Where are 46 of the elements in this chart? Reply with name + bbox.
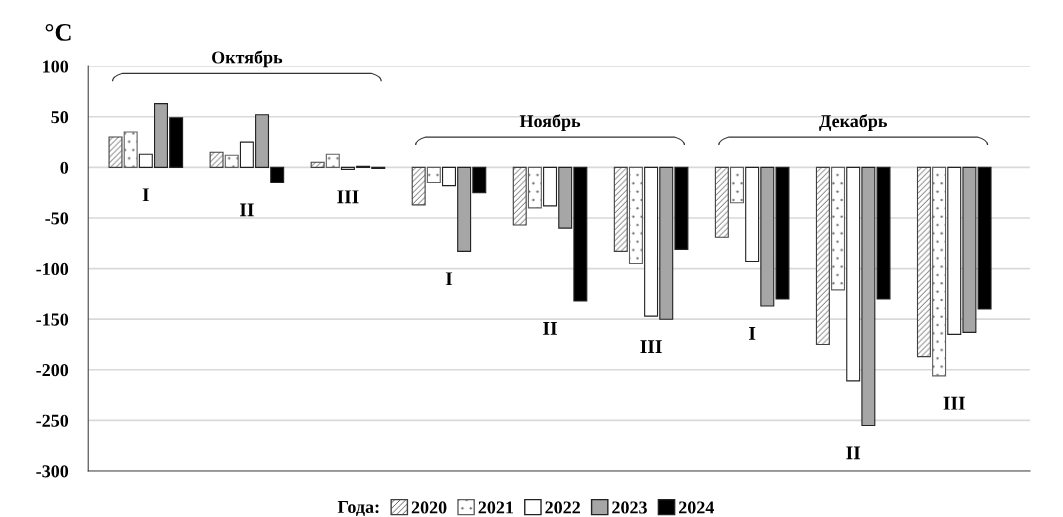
bar bbox=[613, 166, 628, 252]
bar bbox=[123, 131, 138, 168]
y-tick-label: -250 bbox=[36, 414, 69, 427]
y-tick-label: 100 bbox=[43, 60, 69, 73]
y-tick-label: -100 bbox=[36, 262, 69, 276]
x-tick-label: I bbox=[142, 188, 149, 202]
legend-label: 2021 bbox=[478, 501, 514, 514]
y-tick-label: -150 bbox=[36, 313, 69, 326]
legend-title: Года: bbox=[337, 501, 379, 516]
bar bbox=[310, 161, 325, 168]
y-tick-label: 50 bbox=[51, 111, 69, 124]
bar bbox=[325, 153, 340, 168]
bar bbox=[815, 166, 830, 346]
bar bbox=[426, 166, 441, 184]
legend-label: 2024 bbox=[679, 501, 715, 514]
annotation: Ноябрь bbox=[519, 114, 581, 131]
y-tick-label: -200 bbox=[36, 364, 69, 377]
bar bbox=[628, 166, 643, 265]
x-tick-label: II bbox=[846, 446, 861, 460]
y-tick-label: -300 bbox=[36, 465, 69, 478]
bar bbox=[916, 166, 931, 358]
legend-label: 2020 bbox=[411, 501, 447, 514]
x-tick-label: II bbox=[543, 321, 557, 335]
x-tick-label: I bbox=[445, 272, 453, 286]
x-tick-label: I bbox=[749, 327, 756, 340]
x-tick-label: III bbox=[337, 190, 359, 204]
y-tick-label: 0 bbox=[60, 161, 69, 174]
x-tick-label: III bbox=[943, 396, 965, 410]
x-tick-label: II bbox=[239, 203, 254, 217]
bar bbox=[209, 151, 224, 168]
x-tick-label: III bbox=[640, 340, 662, 353]
annotation: Октябрь bbox=[212, 50, 283, 68]
legend-label: 2022 bbox=[545, 501, 580, 514]
bar bbox=[411, 166, 426, 206]
bar bbox=[932, 166, 947, 377]
bar bbox=[831, 166, 846, 291]
bar bbox=[512, 166, 527, 226]
bar bbox=[108, 136, 123, 168]
y-axis-title: °C bbox=[45, 23, 71, 41]
bar bbox=[729, 166, 744, 204]
bar bbox=[224, 154, 239, 168]
y-tick-label: -50 bbox=[45, 212, 69, 225]
bar bbox=[527, 166, 542, 209]
legend-label: 2023 bbox=[612, 501, 647, 514]
annotation: Декабрь bbox=[819, 114, 887, 131]
bar bbox=[714, 166, 729, 238]
